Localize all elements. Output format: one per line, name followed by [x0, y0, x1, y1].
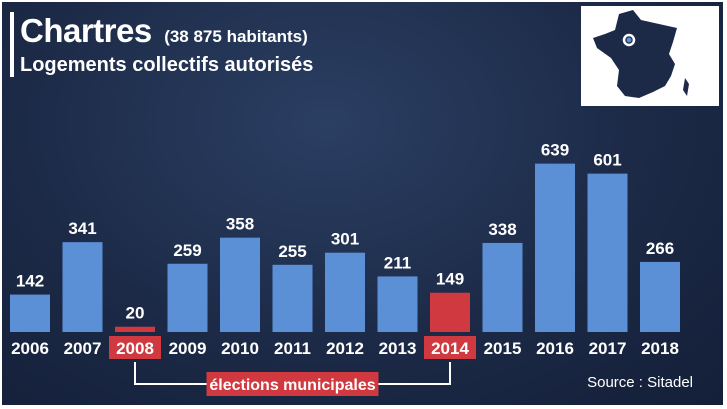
value-label-2016: 639 — [541, 141, 569, 160]
bar-2012 — [325, 252, 365, 332]
value-label-2008: 20 — [126, 304, 145, 323]
value-label-2014: 149 — [436, 270, 464, 289]
source-label: Source : Sitadel — [587, 374, 693, 391]
tick-label-2013: 2013 — [379, 339, 417, 358]
bar-2009 — [167, 263, 208, 332]
tick-label-2008: 2008 — [116, 339, 154, 358]
value-label-2007: 341 — [68, 219, 96, 238]
location-dot — [626, 37, 632, 43]
elections-label-bg — [206, 372, 379, 396]
value-label-2010: 358 — [226, 215, 254, 234]
tick-label-2009: 2009 — [169, 339, 207, 358]
tick-label-2011: 2011 — [274, 339, 311, 358]
value-label-2018: 266 — [646, 239, 674, 258]
corsica-shape — [683, 78, 689, 96]
tick-label-2012: 2012 — [326, 339, 364, 358]
value-label-2012: 301 — [331, 230, 359, 249]
title-block: Chartres (38 875 habitants) Logements co… — [10, 12, 313, 77]
value-label-2009: 259 — [173, 241, 201, 260]
value-label-2013: 211 — [384, 253, 411, 272]
france-shape — [593, 10, 677, 98]
bar-2008 — [115, 326, 155, 332]
tick-label-2006: 2006 — [11, 339, 49, 358]
tick-label-2015: 2015 — [484, 339, 522, 358]
bar-2007 — [62, 242, 103, 332]
tick-label-2007: 2007 — [64, 339, 102, 358]
tick-label-2014: 2014 — [431, 339, 469, 358]
year-highlight-2014 — [424, 336, 476, 359]
bar-2015 — [482, 242, 523, 332]
bar-2010 — [220, 237, 260, 332]
value-label-2017: 601 — [593, 151, 621, 170]
france-map-icon — [593, 10, 689, 98]
value-label-2015: 338 — [488, 220, 516, 239]
tick-label-2016: 2016 — [536, 339, 574, 358]
bar-2011 — [272, 264, 313, 332]
chart-subtitle: Logements collectifs autorisés — [20, 54, 314, 76]
title-line: Chartres (38 875 habitants) — [20, 12, 313, 50]
population-label: (38 875 habitants) — [164, 27, 308, 46]
bar-2014 — [430, 292, 470, 332]
bar-chart: 142 2006 341 2007 20 2008 259 2009 358 2010 255 201… — [10, 141, 680, 396]
bar-2013 — [377, 276, 418, 332]
tick-label-2018: 2018 — [641, 339, 679, 358]
chart-frame: Chartres (38 875 habitants) Logements co… — [2, 2, 723, 405]
bar-2017 — [587, 173, 628, 332]
bar-2016 — [535, 163, 575, 332]
value-label-2011: 255 — [278, 242, 306, 261]
value-label-2006: 142 — [16, 272, 44, 291]
year-highlight-2008 — [109, 336, 161, 359]
tick-label-2010: 2010 — [221, 339, 259, 358]
tick-label-2017: 2017 — [589, 339, 627, 358]
bar-2018 — [640, 261, 680, 332]
france-map-card — [581, 6, 719, 106]
city-title: Chartres — [20, 12, 152, 49]
bar-2006 — [10, 294, 50, 332]
elections-label: élections municipales — [209, 377, 375, 394]
